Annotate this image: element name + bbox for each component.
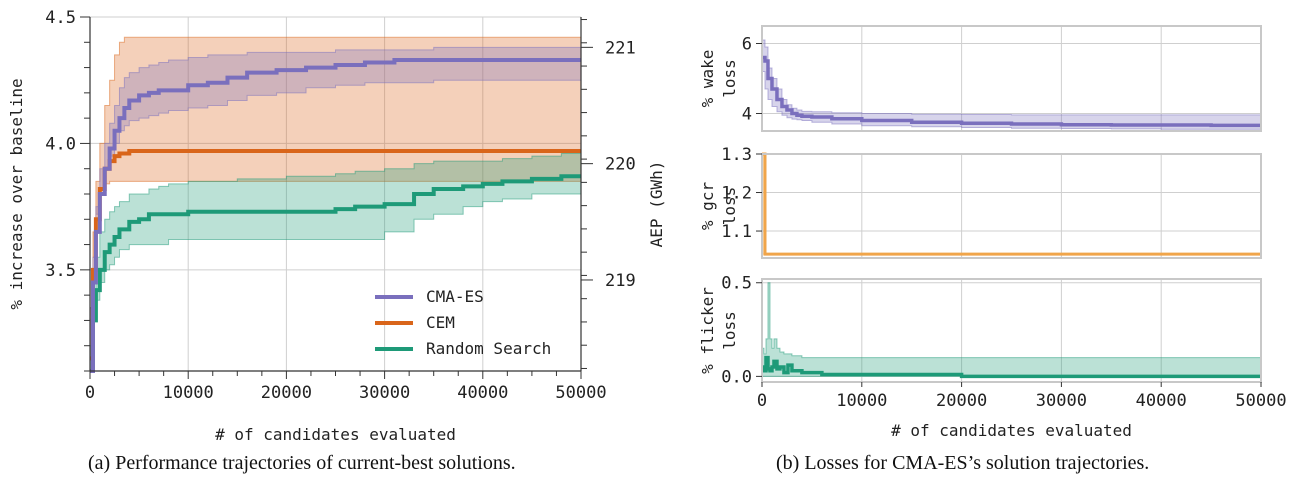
y-tick-label: 4.0 (45, 134, 76, 154)
x-tick-label: 20000 (936, 391, 987, 411)
x-tick-label: 20000 (261, 383, 312, 403)
legend-label-random: Random Search (426, 339, 551, 358)
band-cma (761, 39, 1262, 130)
band-random (89, 153, 582, 372)
y-axis-label: % wake (698, 50, 717, 108)
y-tick-label: 3.5 (45, 261, 76, 281)
subplot-frame (761, 153, 1262, 259)
y2-axis-label: AEP (GWh) (647, 161, 666, 248)
y2-tick-label: 219 (605, 271, 636, 291)
y-tick-label: 4.5 (45, 8, 76, 28)
y-axis-label: loss (720, 59, 739, 98)
series-line-cma (90, 57, 581, 373)
legend-label-cem: CEM (426, 313, 455, 332)
band-gcr_line (761, 153, 1261, 255)
y-tick-label: 6 (742, 35, 752, 55)
caption-a: (a) Performance trajectories of current-… (88, 452, 516, 474)
legend-label-cma: CMA-ES (426, 287, 484, 306)
y-axis-label: % gcr (698, 182, 717, 231)
subplot-frame (761, 278, 1262, 383)
series-line-random (762, 355, 1261, 379)
y2-tick-label: 220 (605, 155, 636, 175)
band-cma (89, 46, 582, 372)
x-tick-label: 0 (85, 383, 95, 403)
subplot-frame (761, 25, 1262, 132)
y-axis-label: % flicker (698, 287, 717, 374)
band-random (761, 282, 1262, 377)
y-tick-label: 1.3 (721, 145, 752, 165)
y-axis-label: % increase over baseline (7, 78, 26, 309)
y-tick-label: 1.2 (721, 184, 752, 204)
x-tick-label: 0 (757, 391, 767, 411)
caption-b: (b) Losses for CMA-ES’s solution traject… (776, 452, 1150, 474)
x-tick-label: 10000 (836, 391, 887, 411)
series-line-cma (762, 55, 1261, 128)
y-axis-label: loss (720, 311, 739, 350)
y-tick-label: 0.0 (721, 367, 752, 387)
y2-tick-label: 221 (605, 38, 636, 58)
series-line-random (90, 174, 581, 373)
x-tick-label: 10000 (163, 383, 214, 403)
series-line-gcr_line (762, 152, 1261, 256)
y-tick-label: 4 (742, 105, 752, 125)
y-tick-label: 1.1 (721, 222, 752, 242)
x-tick-label: 40000 (1136, 391, 1187, 411)
series-line-cem (90, 149, 581, 361)
x-tick-label: 40000 (457, 383, 508, 403)
x-tick-label: 30000 (1036, 391, 1087, 411)
x-tick-label: 50000 (555, 383, 606, 403)
x-axis-label: # of candidates evaluated (891, 421, 1132, 440)
x-axis-label: # of candidates evaluated (215, 425, 456, 444)
x-tick-label: 50000 (1235, 391, 1286, 411)
y-tick-label: 0.5 (721, 274, 752, 294)
y-axis-label: loss (720, 187, 739, 226)
panel-a-performance-chart: 0 10000 20000 30000 40000 50000 3.5 4.0 4.5 219 22… (7, 8, 636, 444)
x-tick-label: 30000 (359, 383, 410, 403)
